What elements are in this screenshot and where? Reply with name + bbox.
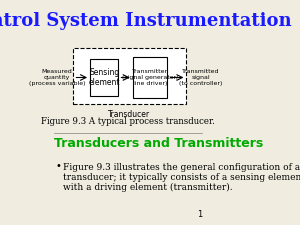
Text: Figure 9.3 A typical process transducer.: Figure 9.3 A typical process transducer. [41,117,215,126]
Text: •: • [55,161,61,171]
Text: 1: 1 [197,210,202,219]
Text: Sensing
element: Sensing element [88,68,120,87]
Text: Measured
quantity
(process variable): Measured quantity (process variable) [28,69,85,86]
Text: Transmitter
(signal generator/
line driver): Transmitter (signal generator/ line driv… [122,69,178,86]
Text: Figure 9.3 illustrates the general configuration of a measurement
transducer; it: Figure 9.3 illustrates the general confi… [63,162,300,192]
Text: Transducer: Transducer [109,110,151,119]
Text: Transducers and Transmitters: Transducers and Transmitters [54,137,263,150]
FancyBboxPatch shape [90,59,118,96]
Text: Transmitted
signal
(to controller): Transmitted signal (to controller) [179,69,222,86]
FancyBboxPatch shape [133,57,167,98]
FancyBboxPatch shape [73,48,186,104]
Text: Control System Instrumentation: Control System Instrumentation [0,13,292,31]
